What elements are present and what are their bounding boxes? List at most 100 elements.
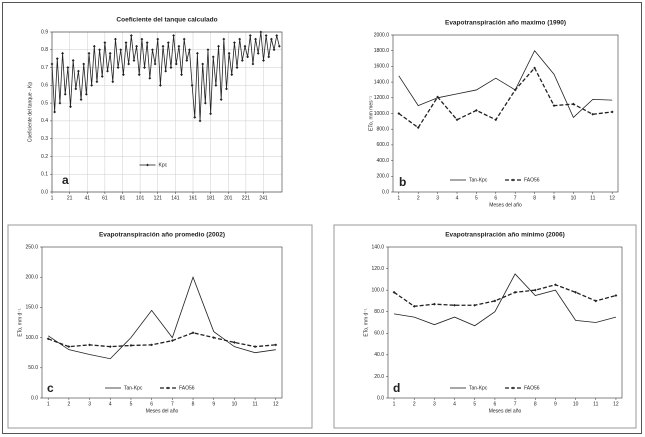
x-tick-label: 41 bbox=[84, 195, 90, 201]
x-tick-label: 11 bbox=[590, 195, 595, 201]
x-tick-label: 10 bbox=[571, 195, 577, 201]
point bbox=[253, 345, 257, 349]
chart-title: Evapotranspiración año maximo (1990) bbox=[445, 20, 566, 27]
y-tick-label: 400.0 bbox=[376, 158, 389, 164]
point bbox=[201, 62, 205, 66]
point bbox=[55, 57, 59, 61]
point bbox=[203, 101, 207, 105]
x-axis-label: Meses del año bbox=[146, 408, 179, 414]
series-line bbox=[47, 332, 276, 348]
x-tick-label: 2 bbox=[413, 401, 416, 407]
point bbox=[71, 59, 75, 62]
y-tick-label: 80.0 bbox=[374, 309, 384, 315]
point bbox=[87, 51, 91, 55]
point bbox=[74, 87, 78, 91]
y-tick-label: 1200.0 bbox=[374, 95, 390, 101]
point bbox=[230, 73, 234, 77]
point bbox=[61, 51, 64, 55]
x-tick-label: 2 bbox=[417, 195, 420, 201]
point bbox=[153, 62, 157, 66]
x-tick-label: 6 bbox=[494, 401, 497, 407]
point bbox=[121, 73, 125, 77]
x-tick-label: 8 bbox=[534, 401, 537, 407]
point bbox=[397, 112, 401, 115]
y-axis-label: ETo, mm mes⁻¹ bbox=[368, 96, 374, 131]
point bbox=[243, 44, 247, 48]
point bbox=[150, 343, 154, 347]
x-tick-label: 101 bbox=[136, 195, 145, 201]
point bbox=[256, 51, 260, 55]
plot-frame bbox=[51, 31, 283, 193]
x-tick-label: 1 bbox=[393, 401, 396, 407]
series-line bbox=[398, 66, 613, 129]
point bbox=[610, 110, 614, 114]
point bbox=[170, 339, 174, 343]
plot-frame bbox=[41, 246, 283, 399]
y-tick-label: 120.0 bbox=[371, 266, 384, 272]
point bbox=[267, 55, 271, 59]
point bbox=[264, 34, 268, 37]
y-axis-label: ETo, mm d⁻¹ bbox=[17, 308, 23, 337]
x-tick-label: 61 bbox=[102, 195, 108, 201]
point bbox=[161, 44, 165, 48]
point bbox=[69, 105, 72, 109]
x-tick-label: 1 bbox=[397, 195, 400, 201]
legend-marker bbox=[166, 386, 170, 390]
series-line bbox=[47, 276, 276, 360]
point bbox=[248, 34, 252, 37]
point bbox=[116, 66, 120, 69]
point bbox=[129, 344, 133, 347]
y-tick-label: 0.0 bbox=[41, 189, 48, 195]
x-tick-label: 161 bbox=[189, 195, 198, 201]
y-tick-label: 0.0 bbox=[382, 189, 389, 195]
series-line bbox=[393, 273, 617, 327]
point bbox=[222, 37, 226, 41]
series-line bbox=[398, 49, 613, 119]
point bbox=[108, 51, 112, 55]
y-tick-label: 200.0 bbox=[376, 174, 389, 180]
legend-marker bbox=[511, 178, 515, 182]
x-tick-label: 1 bbox=[47, 401, 50, 407]
x-tick-label: 6 bbox=[150, 401, 153, 407]
y-tick-label: 600.0 bbox=[376, 142, 389, 148]
y-tick-label: 0.3 bbox=[41, 136, 48, 142]
point bbox=[212, 336, 216, 339]
point bbox=[63, 92, 67, 96]
point bbox=[254, 37, 257, 41]
point bbox=[591, 112, 595, 116]
point bbox=[259, 30, 263, 34]
point bbox=[111, 80, 115, 84]
point bbox=[262, 59, 265, 62]
point bbox=[513, 290, 517, 294]
point bbox=[211, 55, 215, 59]
x-tick-label: 9 bbox=[553, 195, 556, 201]
y-tick-label: 0.4 bbox=[41, 118, 48, 124]
x-tick-label: 121 bbox=[154, 195, 163, 201]
point bbox=[100, 75, 104, 78]
point bbox=[124, 41, 128, 45]
x-tick-label: 3 bbox=[88, 401, 91, 407]
y-tick-label: 0.7 bbox=[41, 65, 48, 71]
point bbox=[180, 73, 183, 77]
y-tick-label: 1800.0 bbox=[374, 48, 390, 54]
point bbox=[246, 55, 250, 59]
legend-label: FAO56 bbox=[524, 177, 540, 183]
x-tick-label: 9 bbox=[212, 401, 215, 407]
point bbox=[53, 110, 57, 114]
point bbox=[198, 119, 202, 123]
y-tick-label: 50.0 bbox=[28, 365, 38, 371]
point bbox=[475, 108, 478, 112]
point bbox=[132, 59, 136, 62]
x-tick-label: 21 bbox=[67, 195, 73, 201]
y-tick-label: 250.0 bbox=[25, 244, 38, 250]
x-tick-label: 181 bbox=[206, 195, 215, 201]
x-tick-label: 12 bbox=[273, 401, 279, 407]
x-tick-label: 5 bbox=[130, 401, 133, 407]
point bbox=[50, 62, 54, 66]
y-tick-label: 1000.0 bbox=[374, 111, 390, 117]
point bbox=[67, 345, 71, 349]
point bbox=[172, 34, 176, 37]
chart-title: Coeficiente del tanque calculado bbox=[116, 17, 217, 24]
point bbox=[432, 302, 436, 306]
panel-letter: d bbox=[393, 381, 400, 395]
